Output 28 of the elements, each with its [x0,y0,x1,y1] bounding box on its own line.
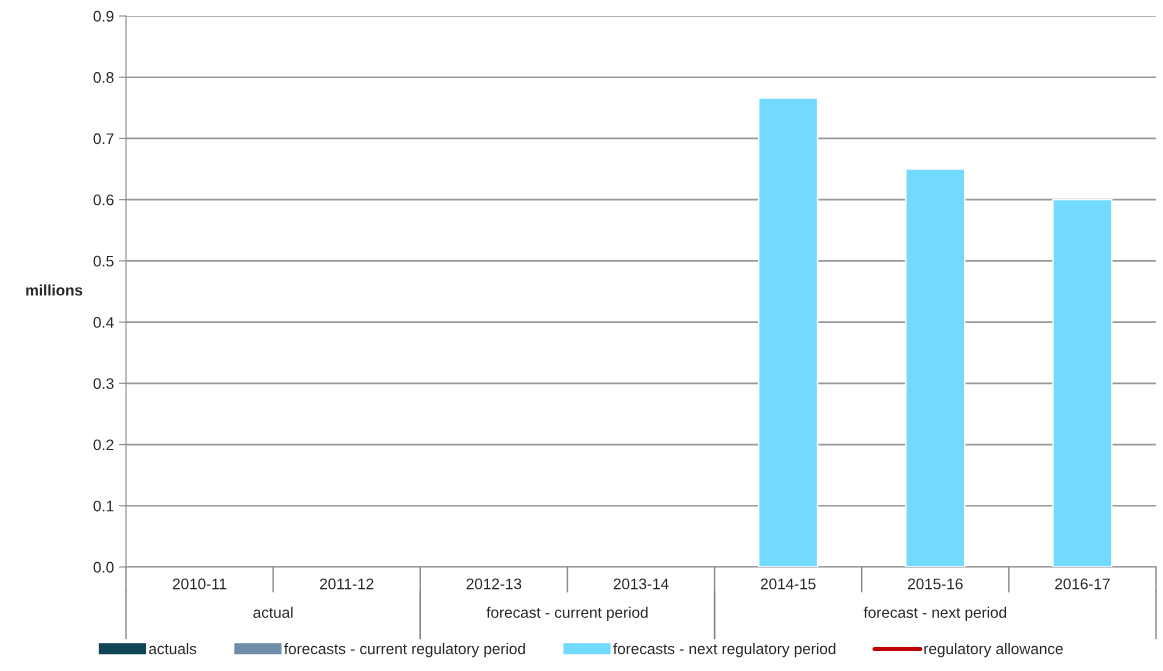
y-tick-label: 0.4 [93,316,114,328]
x-tick-label: 2012-13 [466,578,522,590]
y-tick-label: 0.0 [93,561,114,573]
legend-label: forecasts - next regulatory period [613,643,836,658]
bar [1052,198,1113,567]
x-tick-label: 2011-12 [320,578,374,590]
y-tick-label: 0.7 [93,133,114,145]
legend-label: regulatory allowance [924,643,1063,658]
x-tick-label: 2013-14 [613,578,669,590]
text: actual [253,606,293,618]
legend-label: forecasts - current regulatory period [284,643,525,658]
y-tick-label: 0.3 [93,378,114,390]
y-tick-label: 0.9 [93,10,114,22]
y-tick-label: 0.6 [93,194,114,206]
bar [758,97,819,567]
text: forecast - current period [486,606,648,621]
y-tick-label: 0.2 [93,439,114,451]
bar [905,168,966,567]
y-tick-label: 0.1 [93,500,114,512]
y-axis-title: millions [26,284,83,296]
y-tick-label: 0.8 [93,72,114,83]
x-tick-label: 2014-15 [760,578,816,590]
x-tick-label: 2010-11 [172,578,227,590]
x-tick-label: 2015-16 [908,578,963,590]
x-tick-label: 2016-17 [1055,578,1110,590]
y-tick-label: 0.5 [93,255,114,267]
legend-label: actuals [149,643,197,655]
text: forecast - next period [863,606,1007,621]
